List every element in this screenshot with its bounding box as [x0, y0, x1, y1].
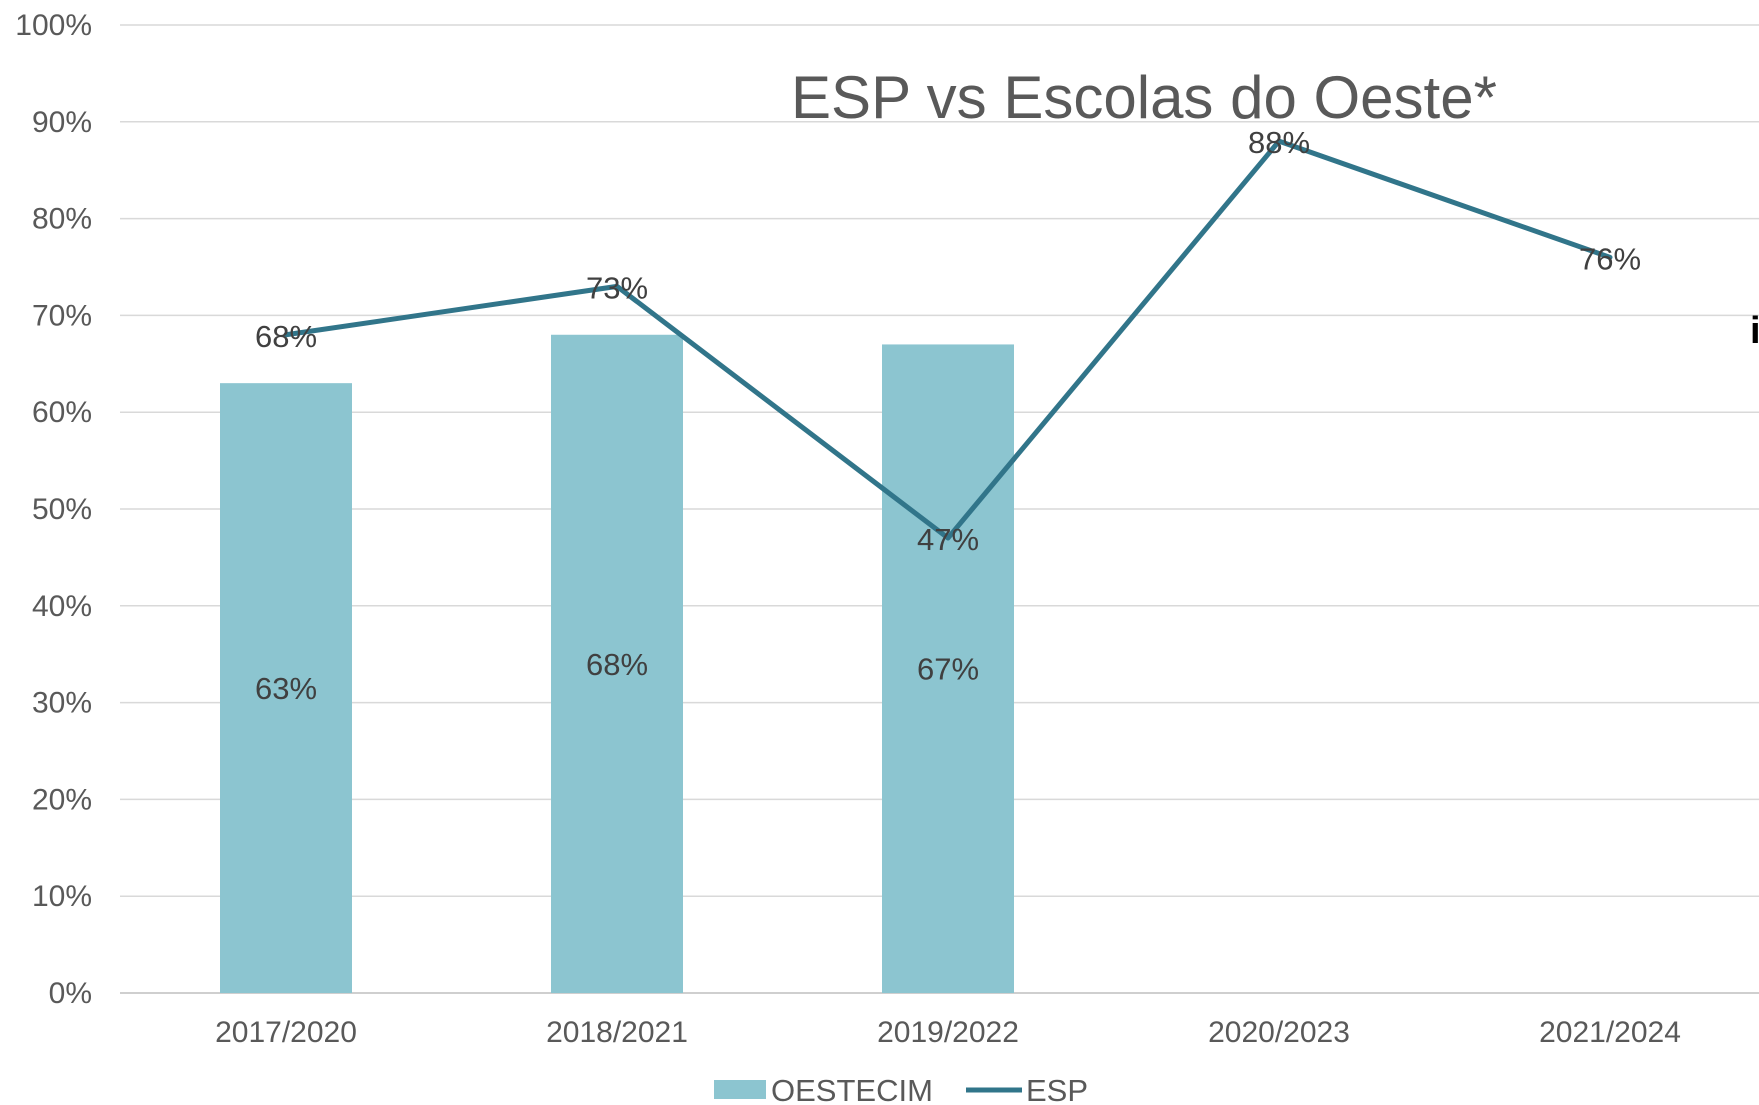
line-data-label: 73% — [586, 270, 648, 305]
edge-text: i — [1750, 310, 1759, 352]
line-data-labels: 68% 73% 47% 88% 76% — [255, 125, 1641, 557]
y-tick-label: 100% — [15, 9, 92, 42]
y-tick-label: 40% — [32, 590, 92, 623]
y-tick-label: 60% — [32, 396, 92, 429]
y-tick-label: 90% — [32, 106, 92, 139]
x-tick-label: 2019/2022 — [877, 1016, 1019, 1049]
bar-series — [220, 334, 1014, 993]
x-tick-label: 2018/2021 — [546, 1016, 688, 1049]
y-tick-label: 0% — [49, 977, 92, 1010]
legend: OESTECIM ESP — [714, 1073, 1088, 1105]
chart-subtitle: ESP vs Escolas do Oeste* — [791, 64, 1497, 131]
bar-data-label: 63% — [255, 671, 317, 706]
y-tick-label: 70% — [32, 299, 92, 332]
chart-title: Taxa de sucesso acadên — [300, 0, 1582, 22]
x-axis-ticks: 2017/2020 2018/2021 2019/2022 2020/2023 2021… — [215, 1016, 1681, 1049]
bar-data-label: 67% — [917, 652, 979, 687]
line-data-label: 68% — [255, 319, 317, 354]
legend-label: ESP — [1026, 1073, 1088, 1105]
legend-swatch-bar — [714, 1080, 766, 1099]
line-data-label: 88% — [1248, 125, 1310, 160]
x-tick-label: 2020/2023 — [1208, 1016, 1350, 1049]
bar — [220, 383, 352, 993]
y-tick-label: 30% — [32, 687, 92, 720]
y-tick-label: 50% — [32, 493, 92, 526]
x-tick-label: 2017/2020 — [215, 1016, 357, 1049]
bar — [882, 344, 1014, 993]
legend-label: OESTECIM — [771, 1073, 933, 1105]
bar-data-labels: 63% 68% 67% — [255, 647, 979, 706]
line-data-label: 76% — [1579, 241, 1641, 276]
x-tick-label: 2021/2024 — [1539, 1016, 1681, 1049]
y-tick-label: 10% — [32, 880, 92, 913]
line-data-label: 47% — [917, 522, 979, 557]
line-series — [283, 138, 1613, 541]
y-tick-label: 20% — [32, 783, 92, 816]
bar — [551, 334, 683, 993]
y-axis-ticks: 0% 10% 20% 30% 40% 50% 60% 70% 80% 90% 100% — [15, 9, 92, 1010]
y-tick-label: 80% — [32, 203, 92, 236]
bar-data-label: 68% — [586, 647, 648, 682]
